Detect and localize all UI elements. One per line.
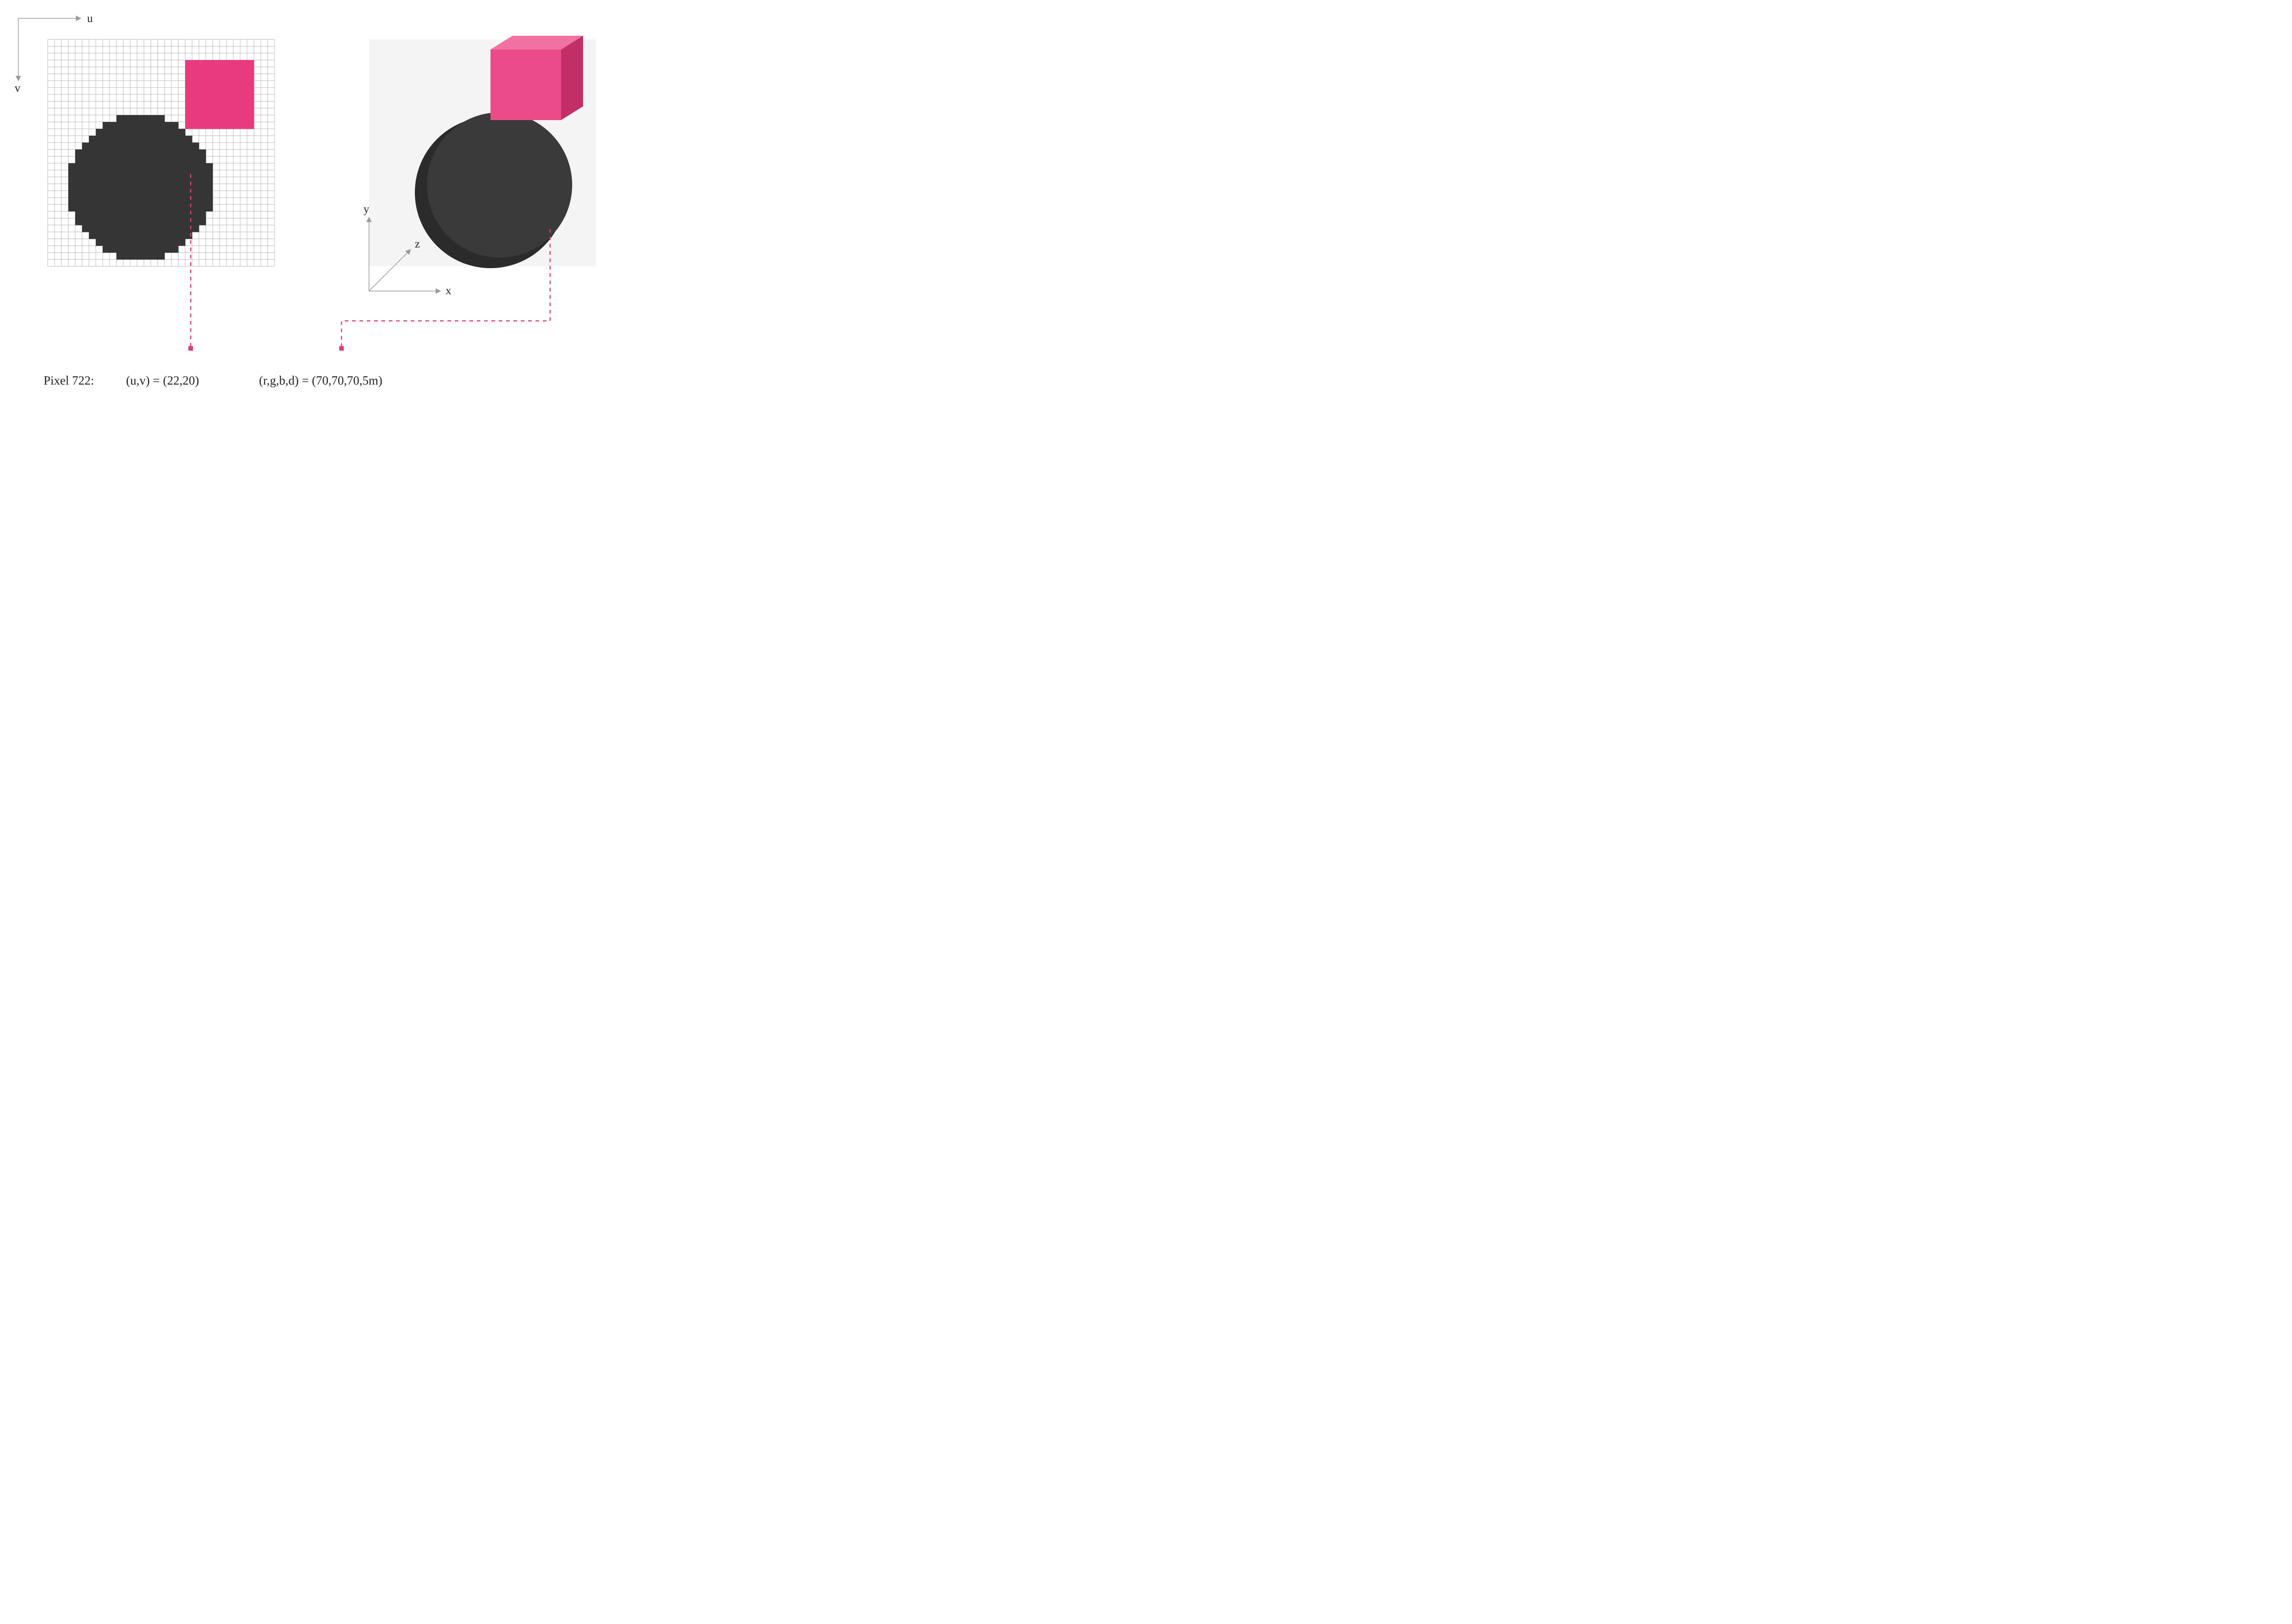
callout-overlay: [0, 0, 660, 367]
callout-marker-right: [339, 346, 344, 351]
pixel-index-label: Pixel 722:: [44, 374, 94, 388]
callout-marker-left: [188, 346, 193, 351]
rgbd-value-label: (r,g,b,d) = (70,70,70,5m): [259, 374, 382, 388]
uv-value-label: (u,v) = (22,20): [126, 374, 199, 388]
callout-dash-right: [342, 229, 550, 346]
diagram-stage: uv xyz Pixel 722: (u,v) = (22,20) (r,g,b…: [0, 0, 660, 406]
